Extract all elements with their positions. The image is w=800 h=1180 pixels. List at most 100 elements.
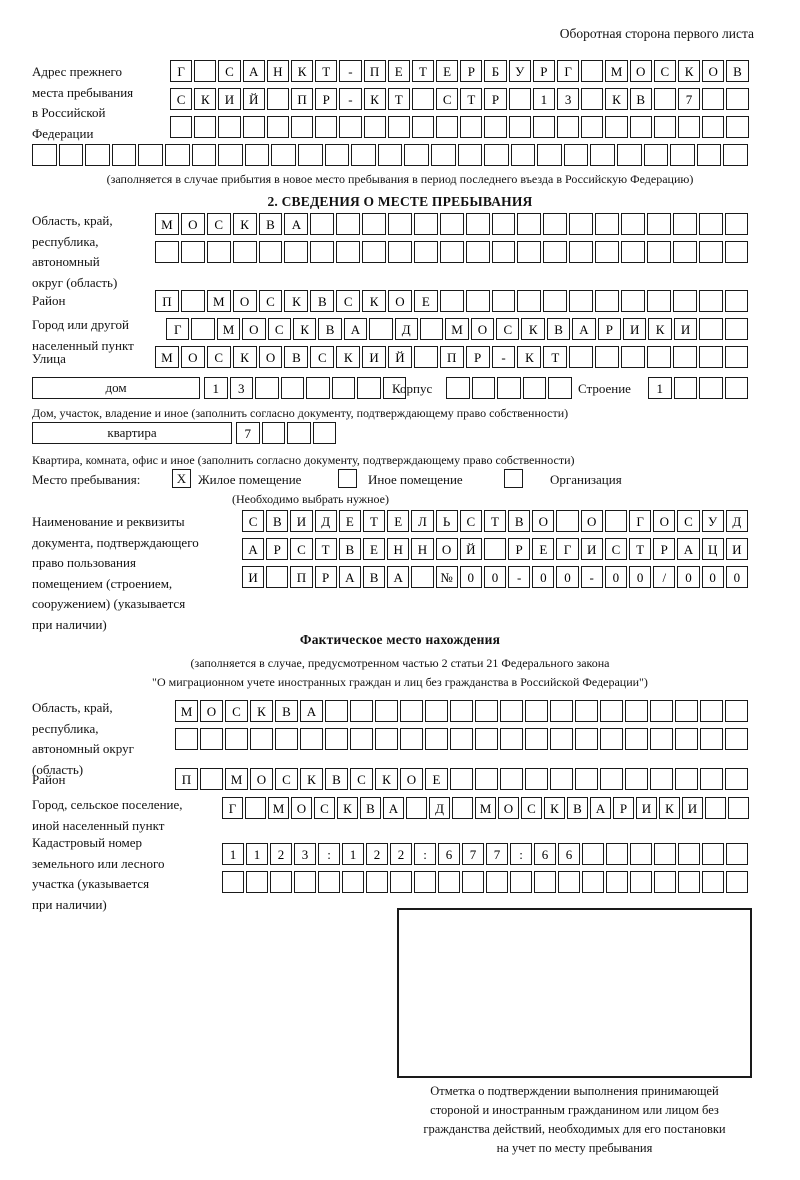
char-cell[interactable] — [653, 116, 676, 138]
korpus-cells[interactable] — [446, 377, 572, 399]
char-cell[interactable] — [194, 116, 217, 138]
char-cell[interactable] — [357, 377, 381, 399]
char-cell[interactable]: 7 — [236, 422, 260, 444]
char-cell[interactable]: М — [445, 318, 469, 340]
char-cell[interactable]: - — [339, 88, 362, 110]
char-cell[interactable]: И — [290, 510, 313, 532]
char-cell[interactable] — [654, 843, 676, 865]
char-cell[interactable] — [266, 88, 289, 110]
char-cell[interactable] — [675, 700, 698, 722]
char-cell[interactable] — [170, 116, 193, 138]
char-cell[interactable] — [625, 700, 648, 722]
char-cell[interactable] — [646, 290, 671, 312]
char-cell[interactable] — [414, 871, 436, 893]
stay-type-checkbox-inoe[interactable] — [338, 469, 357, 488]
cadastral-row-2[interactable] — [222, 871, 748, 893]
char-cell[interactable] — [604, 510, 627, 532]
char-cell[interactable]: : — [318, 843, 340, 865]
char-cell[interactable]: О — [470, 318, 495, 340]
char-cell[interactable] — [180, 241, 205, 263]
char-cell[interactable]: В — [258, 213, 283, 235]
char-cell[interactable] — [411, 116, 435, 138]
char-cell[interactable]: Р — [597, 318, 622, 340]
char-cell[interactable] — [650, 728, 673, 750]
char-cell[interactable] — [471, 377, 495, 399]
char-cell[interactable]: П — [290, 88, 314, 110]
char-cell[interactable] — [698, 290, 723, 312]
char-cell[interactable]: К — [337, 797, 358, 819]
char-cell[interactable] — [643, 144, 669, 166]
char-cell[interactable]: Е — [436, 60, 459, 82]
char-cell[interactable] — [670, 144, 695, 166]
char-cell[interactable] — [653, 88, 676, 110]
char-cell[interactable] — [534, 871, 556, 893]
char-cell[interactable] — [138, 144, 163, 166]
char-cell[interactable]: Н — [411, 538, 434, 560]
char-cell[interactable] — [450, 728, 473, 750]
char-cell[interactable]: Й — [459, 538, 482, 560]
char-cell[interactable] — [206, 241, 231, 263]
char-cell[interactable]: С — [218, 60, 241, 82]
document-row-3[interactable]: И П Р А В А № 0 0-0 0-0 0/0 0 0 — [242, 566, 748, 588]
char-cell[interactable]: И — [623, 318, 647, 340]
char-cell[interactable] — [543, 213, 568, 235]
char-cell[interactable] — [400, 700, 423, 722]
char-cell[interactable] — [646, 241, 671, 263]
char-cell[interactable] — [700, 728, 723, 750]
char-cell[interactable] — [261, 422, 285, 444]
char-cell[interactable] — [336, 241, 361, 263]
section2-region-row-2[interactable] — [155, 241, 749, 263]
char-cell[interactable] — [457, 144, 483, 166]
char-cell[interactable]: О — [532, 510, 555, 532]
char-cell[interactable]: О — [200, 700, 223, 722]
char-cell[interactable] — [699, 318, 723, 340]
char-cell[interactable]: 6 — [438, 843, 460, 865]
char-cell[interactable]: Д — [394, 318, 418, 340]
char-cell[interactable]: И — [218, 88, 241, 110]
char-cell[interactable] — [569, 346, 594, 368]
char-cell[interactable] — [400, 728, 423, 750]
char-cell[interactable]: М — [155, 213, 179, 235]
char-cell[interactable] — [672, 290, 697, 312]
char-cell[interactable] — [500, 768, 523, 790]
char-cell[interactable]: С — [258, 290, 283, 312]
char-cell[interactable]: С — [436, 88, 459, 110]
char-cell[interactable]: Г — [556, 538, 579, 560]
char-cell[interactable]: М — [206, 290, 231, 312]
char-cell[interactable]: 1 — [204, 377, 228, 399]
char-cell[interactable] — [413, 346, 438, 368]
char-cell[interactable] — [318, 871, 340, 893]
char-cell[interactable] — [725, 768, 748, 790]
char-cell[interactable] — [548, 377, 572, 399]
char-cell[interactable] — [600, 728, 623, 750]
char-cell[interactable]: С — [206, 346, 231, 368]
char-cell[interactable]: 6 — [558, 843, 580, 865]
char-cell[interactable]: И — [580, 538, 603, 560]
char-cell[interactable] — [678, 843, 700, 865]
char-cell[interactable]: Г — [557, 60, 580, 82]
char-cell[interactable]: С — [604, 538, 627, 560]
char-cell[interactable] — [700, 768, 723, 790]
char-cell[interactable] — [325, 700, 348, 722]
stroenie-cells[interactable]: 1 — [648, 377, 748, 399]
char-cell[interactable] — [436, 116, 459, 138]
char-cell[interactable] — [362, 241, 387, 263]
char-cell[interactable] — [450, 768, 473, 790]
char-cell[interactable] — [388, 213, 412, 235]
char-cell[interactable] — [702, 88, 725, 110]
char-cell[interactable] — [336, 213, 361, 235]
char-cell[interactable] — [677, 116, 701, 138]
char-cell[interactable] — [575, 768, 598, 790]
char-cell[interactable] — [595, 346, 620, 368]
char-cell[interactable]: С — [496, 318, 520, 340]
char-cell[interactable] — [351, 144, 376, 166]
char-cell[interactable] — [543, 241, 568, 263]
char-cell[interactable]: К — [284, 290, 309, 312]
char-cell[interactable]: В — [508, 510, 531, 532]
char-cell[interactable]: - — [339, 60, 362, 82]
char-cell[interactable] — [621, 241, 645, 263]
char-cell[interactable]: И — [636, 797, 657, 819]
char-cell[interactable]: Р — [314, 566, 337, 588]
char-cell[interactable] — [672, 346, 697, 368]
